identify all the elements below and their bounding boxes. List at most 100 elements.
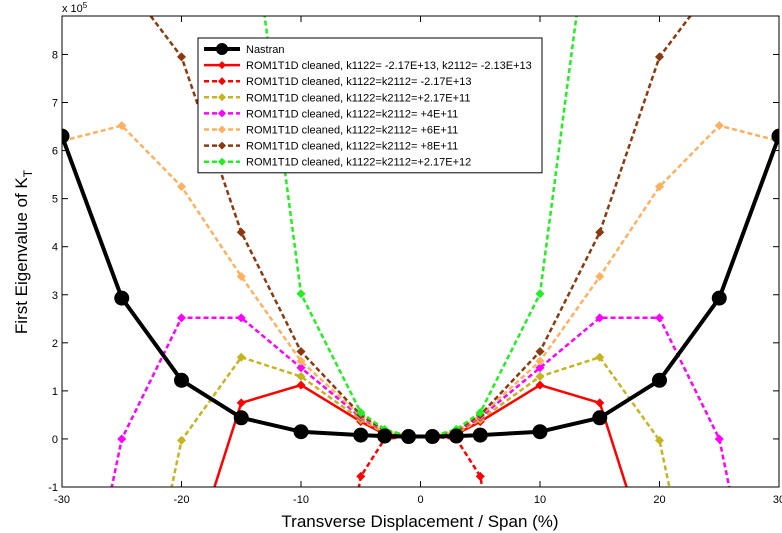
legend-label: ROM1T1D cleaned, k1122=k2112=+2.17E+11 <box>246 92 470 104</box>
legend-marker <box>218 93 226 102</box>
data-point <box>296 346 306 356</box>
legend-label: ROM1T1D cleaned, k1122=k2112= +8E+11 <box>246 141 458 153</box>
data-point <box>236 313 246 323</box>
x-tick-label: 10 <box>534 494 546 506</box>
data-point <box>655 435 664 445</box>
legend-marker <box>218 61 226 70</box>
y-tick-label: 8 <box>52 49 58 61</box>
legend-entry: ROM1T1D cleaned, k1122=k2112=+2.17E+12 <box>204 157 471 169</box>
data-point <box>401 429 417 445</box>
data-point <box>714 121 724 131</box>
data-point <box>535 371 545 381</box>
data-point <box>655 313 664 323</box>
data-point <box>475 408 485 418</box>
x-axis-label: Transverse Displacement / Span (%) <box>281 512 558 531</box>
data-point <box>424 429 440 445</box>
data-point <box>592 410 608 426</box>
legend-entry: ROM1T1D cleaned, k1122=k2112= +4E+11 <box>204 108 458 120</box>
y-tick-label: 7 <box>52 98 58 110</box>
y-tick-label: 3 <box>52 290 58 302</box>
y-tick-label: 1 <box>52 386 58 398</box>
data-point <box>655 52 664 62</box>
data-point <box>356 471 366 481</box>
legend-entry: ROM1T1D cleaned, k1122=k2112=+2.17E+11 <box>204 92 470 104</box>
series-0 <box>62 128 779 445</box>
data-point <box>535 380 545 390</box>
data-point <box>356 408 366 418</box>
data-point <box>114 290 130 306</box>
data-point <box>711 290 727 306</box>
data-point <box>296 380 306 390</box>
data-point <box>535 346 545 356</box>
legend-entry: Nastran <box>204 43 285 56</box>
data-point <box>296 371 306 381</box>
data-point <box>236 227 246 237</box>
data-point <box>177 182 186 192</box>
y-multiplier-base: x 10 <box>62 3 83 15</box>
data-point <box>595 398 605 408</box>
y-tick-label: 6 <box>52 146 58 158</box>
y-multiplier-exponent: 5 <box>83 1 88 10</box>
data-point <box>535 356 545 366</box>
y-tick-label: 5 <box>52 194 58 206</box>
data-point <box>293 424 309 440</box>
data-point <box>236 271 246 281</box>
data-point <box>117 121 127 131</box>
data-point <box>714 434 724 444</box>
y-axis-label: First Eigenvalue of KT <box>12 169 35 334</box>
data-point <box>377 428 393 444</box>
data-point <box>236 398 246 408</box>
data-point <box>296 363 306 373</box>
legend-marker <box>216 43 228 55</box>
legend-entry: ROM1T1D cleaned, k1122= -2.17E+13, k2112… <box>204 60 532 72</box>
legend: Nastran ROM1T1D cleaned, k1122= -2.17E+13… <box>197 37 543 174</box>
legend-label: ROM1T1D cleaned, k1122=k2112=+2.17E+12 <box>246 157 471 169</box>
x-tick-label: 0 <box>417 494 423 506</box>
data-point <box>62 128 70 144</box>
data-point <box>535 363 545 373</box>
legend-label: ROM1T1D cleaned, k1122= -2.17E+13, k2112… <box>246 60 532 72</box>
series-layer <box>62 16 779 487</box>
y-axis-label-main: First Eigenvalue of K <box>12 177 31 335</box>
legend-label: ROM1T1D cleaned, k1122=k2112= -2.17E+13 <box>246 76 472 88</box>
data-point <box>652 372 667 388</box>
data-point <box>177 52 186 62</box>
legend-label: ROM1T1D cleaned, k1122=k2112= +4E+11 <box>246 108 458 120</box>
x-tick-label: 30 <box>773 494 782 506</box>
data-point <box>236 352 246 362</box>
data-point <box>771 128 779 144</box>
data-point <box>117 434 127 444</box>
x-tick-label: -20 <box>174 494 190 506</box>
y-tick-label: 0 <box>52 434 58 446</box>
legend-entry: ROM1T1D cleaned, k1122=k2112= +6E+11 <box>204 125 458 137</box>
data-point <box>177 435 186 445</box>
x-tick-label: -30 <box>54 494 70 506</box>
data-point <box>655 182 664 192</box>
data-point <box>595 227 605 237</box>
data-point <box>535 289 545 299</box>
legend-box <box>197 37 543 174</box>
data-point <box>475 471 485 481</box>
y-multiplier: x 105 <box>62 1 88 15</box>
data-point <box>296 289 306 299</box>
data-point <box>472 427 488 443</box>
x-tick-label: -10 <box>293 494 309 506</box>
data-point <box>174 372 189 388</box>
y-tick-label: 2 <box>52 338 58 350</box>
data-point <box>296 356 306 366</box>
y-tick-label: -1 <box>48 482 58 494</box>
y-tick-label: 4 <box>52 242 58 254</box>
series-line <box>170 355 671 487</box>
data-point <box>532 424 548 440</box>
data-point <box>353 427 369 443</box>
legend-entry: ROM1T1D cleaned, k1122=k2112= +8E+11 <box>204 141 458 153</box>
data-point <box>448 428 464 444</box>
legend-marker <box>218 77 226 86</box>
legend-marker <box>218 109 226 118</box>
legend-entry: ROM1T1D cleaned, k1122=k2112= -2.17E+13 <box>204 76 472 88</box>
data-point <box>595 271 605 281</box>
legend-marker <box>218 157 226 166</box>
legend-marker <box>218 125 226 134</box>
